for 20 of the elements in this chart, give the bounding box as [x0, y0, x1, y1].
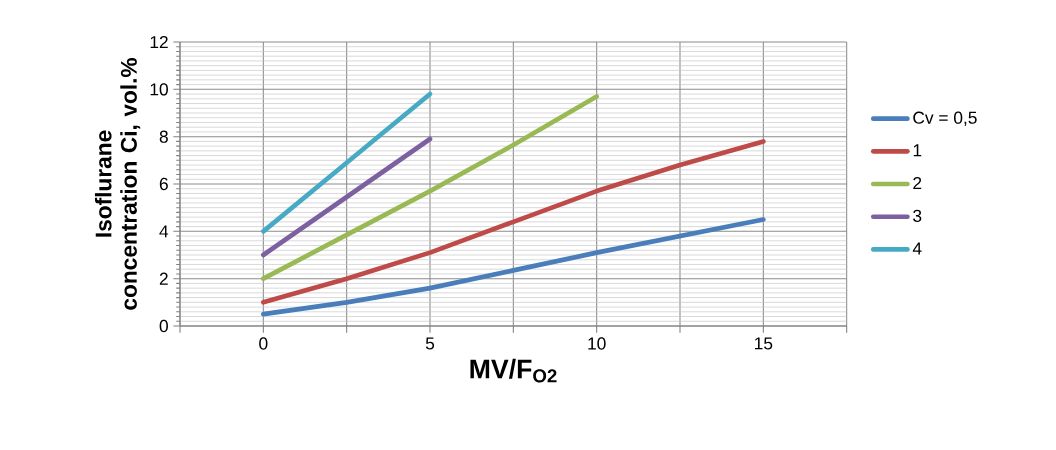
x-tick-label: 15 — [755, 337, 773, 350]
x-tick-label: 5 — [425, 337, 435, 350]
legend-label: 4 — [912, 242, 922, 255]
y-tick-label: 12 — [150, 35, 168, 49]
y-tick-label: 0 — [159, 319, 168, 333]
legend-label: 2 — [913, 176, 922, 190]
y-tick-label: 10 — [150, 83, 168, 96]
x-tick-label: 10 — [588, 337, 606, 350]
x-axis-title: MV/F$_{O2}$ — [470, 358, 557, 383]
y-tick-label: 6 — [159, 177, 168, 191]
legend-label: Cv = 0,5 — [913, 111, 977, 126]
x-tick-label: 0 — [259, 337, 268, 350]
legend-label: 3 — [913, 209, 922, 222]
y-axis-title: Isoflurane concentration Ci, vol.% — [94, 58, 141, 310]
y-tick-label: 2 — [159, 272, 168, 285]
y-tick-label: 4 — [159, 225, 169, 238]
line-series — [260, 94, 600, 282]
line-series — [260, 139, 766, 305]
y-tick-label: 8 — [159, 130, 168, 143]
legend-label: 1 — [913, 144, 922, 157]
